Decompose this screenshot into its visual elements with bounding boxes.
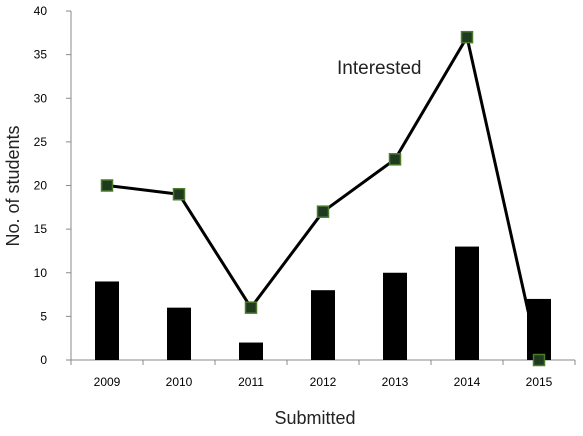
line-marker: [100, 179, 114, 192]
y-tick-label: 20: [34, 179, 48, 193]
line-marker: [316, 205, 330, 218]
y-axis-title: No. of students: [3, 125, 23, 246]
x-tick-label: 2009: [94, 375, 121, 389]
line-marker: [460, 30, 474, 44]
bar: [95, 281, 119, 360]
x-tick-label: 2011: [238, 375, 264, 389]
y-tick-label: 0: [40, 353, 47, 367]
bar-series: [95, 246, 551, 360]
line-marker: [244, 301, 258, 314]
y-tick-label: 40: [34, 4, 48, 18]
x-tick-label: 2015: [526, 375, 553, 389]
line-series: [100, 30, 546, 367]
x-tick-label: 2010: [166, 375, 193, 389]
axes: [66, 10, 576, 365]
x-tick-label: 2014: [454, 375, 481, 389]
y-tick-label: 35: [34, 48, 48, 62]
y-tick-label: 15: [34, 222, 48, 236]
x-tick-label: 2013: [382, 375, 409, 389]
bar: [455, 246, 479, 360]
y-tick-label: 25: [34, 135, 48, 149]
bar: [383, 272, 407, 360]
line-marker: [172, 187, 186, 201]
y-tick-label: 30: [34, 91, 48, 105]
bar: [167, 307, 191, 360]
tick-labels: 0 5 10 15 20 25 30 35 40 2009 2010 2011 2012 2013 2014…: [34, 4, 553, 389]
bar: [527, 298, 551, 360]
x-axis-title: Submitted: [274, 408, 355, 428]
interested-annotation: Interested: [337, 58, 422, 79]
y-tick-label: 5: [40, 309, 47, 323]
y-tick-label: 10: [34, 266, 48, 280]
line-marker: [388, 153, 402, 166]
x-tick-label: 2012: [310, 375, 337, 389]
line-marker: [532, 353, 546, 367]
bar: [311, 290, 335, 360]
bar: [239, 342, 263, 360]
